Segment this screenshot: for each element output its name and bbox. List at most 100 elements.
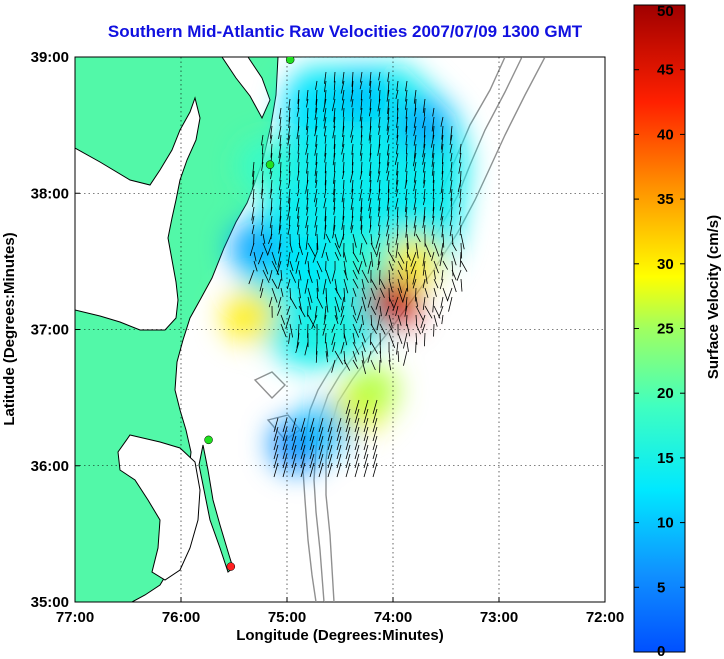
velocity-vector (331, 359, 336, 373)
velocity-vector (342, 161, 345, 173)
velocity-vector (343, 332, 348, 346)
velocity-vector (334, 251, 340, 261)
velocity-vector (311, 314, 318, 329)
velocity-vector (297, 179, 300, 189)
velocity-vector (333, 170, 336, 184)
velocity-vector (279, 170, 282, 182)
velocity-vector (322, 323, 327, 336)
velocity-vector (441, 188, 444, 199)
velocity-vector (352, 359, 359, 369)
velocity-vector (333, 179, 336, 196)
velocity-vector (422, 296, 426, 310)
velocity-vector (386, 161, 390, 174)
velocity-vector (297, 278, 300, 289)
velocity-vector (395, 305, 399, 317)
velocity-vector (323, 314, 327, 326)
velocity-vector (439, 251, 444, 267)
y-axis-ticks: 39:00 38:00 37:00 36:00 35:00 (31, 49, 80, 611)
velocity-vector (338, 233, 345, 249)
delaware-bay (221, 57, 271, 120)
velocity-vector (316, 296, 324, 309)
velocity-vector (438, 305, 444, 318)
velocity-vector (387, 125, 390, 135)
velocity-vector (360, 152, 363, 162)
velocity-vector (396, 215, 399, 226)
velocity-vector (423, 107, 426, 117)
velocity-vector (291, 435, 297, 451)
velocity-vector (273, 426, 279, 442)
velocity-vector (304, 251, 309, 265)
velocity-vector (359, 242, 363, 255)
velocity-vector (296, 107, 300, 117)
velocity-vector (324, 170, 327, 186)
velocity-vector (397, 350, 400, 362)
velocity-vector (334, 287, 342, 300)
velocity-vector (368, 206, 372, 219)
velocity-vector (397, 260, 403, 271)
velocity-vector (431, 224, 435, 236)
velocity-vector (396, 170, 399, 185)
velocity-vector (278, 224, 282, 235)
velocity-vector (268, 233, 273, 244)
velocity-vector (447, 287, 453, 301)
velocity-vector (288, 98, 291, 111)
velocity-vector (378, 89, 381, 102)
velocity-vector (351, 152, 354, 166)
velocity-vector (325, 350, 328, 363)
velocity-vector (405, 314, 408, 327)
velocity-vector (405, 116, 408, 132)
velocity-vector (325, 179, 327, 191)
velocity-vector (354, 462, 360, 478)
velocity-vector (432, 215, 435, 225)
velocity-vector (269, 269, 273, 281)
velocity-vector (312, 251, 318, 263)
velocity-vector (451, 242, 457, 252)
velocity-vector (287, 134, 291, 146)
station-marker (226, 562, 236, 571)
velocity-vector (287, 125, 291, 141)
velocity-vector (460, 233, 465, 250)
velocity-vector (300, 444, 306, 460)
velocity-vector (278, 152, 282, 165)
velocity-vector (352, 233, 357, 248)
velocity-vector (351, 80, 354, 93)
velocity-vector (405, 134, 408, 146)
velocity-vector (297, 215, 300, 227)
velocity-vector (343, 251, 347, 263)
velocity-vector (441, 143, 444, 153)
velocity-vector (388, 359, 392, 371)
velocity-vector (395, 143, 399, 155)
x-tick-label: 73:00 (480, 609, 518, 626)
velocity-vector (363, 462, 369, 478)
velocity-vector (359, 188, 363, 201)
velocity-vector (432, 188, 435, 199)
velocity-vector (439, 197, 444, 211)
velocity-vector (440, 296, 444, 308)
velocity-vector (252, 197, 255, 207)
velocity-vector (333, 80, 336, 91)
velocity-vector (314, 125, 318, 137)
velocity-vector (396, 161, 399, 176)
velocity-vector (392, 296, 399, 312)
velocity-vector (252, 161, 255, 177)
y-tick-label: 35:00 (31, 594, 69, 611)
velocity-vector (307, 314, 316, 329)
velocity-vector (369, 215, 372, 228)
velocity-vector (354, 417, 360, 433)
velocity-vector (333, 71, 336, 83)
velocity-vector (282, 444, 288, 460)
velocity-vector (423, 224, 426, 234)
velocity-vector (298, 296, 303, 312)
velocity-vector (315, 350, 318, 363)
velocity-vector (396, 125, 399, 139)
velocity-vector (300, 426, 306, 442)
velocity-vector (354, 453, 360, 469)
velocity-vector (441, 224, 444, 238)
station-marker (265, 160, 275, 169)
velocity-vector (262, 269, 270, 284)
x-axis-label: Longitude (Degrees:Minutes) (236, 627, 444, 644)
velocity-vector (352, 278, 359, 289)
velocity-vector (372, 453, 378, 469)
velocity-vector (334, 242, 342, 257)
velocity-vector (279, 116, 282, 127)
